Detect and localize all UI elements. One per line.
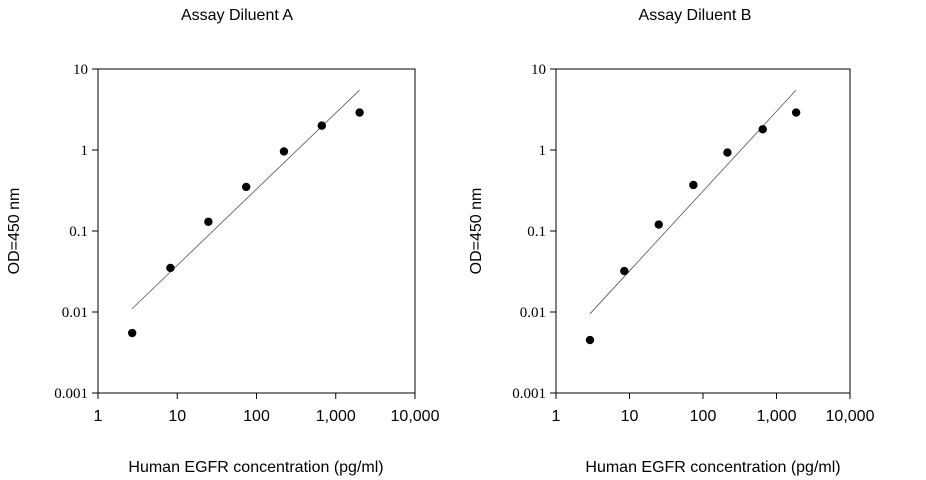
y-tick-label: 0.01	[62, 305, 88, 321]
y-tick-label: 0.001	[54, 386, 88, 402]
fit-line-group	[131, 89, 360, 309]
fit-line-group	[589, 89, 797, 315]
data-point	[654, 220, 663, 229]
y-axis-label: OD=450 nm	[468, 188, 485, 275]
data-points	[127, 108, 364, 338]
plot-area-frame	[555, 68, 851, 394]
chart-title: Assay Diluent B	[639, 7, 752, 24]
x-tick-label: 10,000	[391, 408, 440, 425]
x-tick-label: 1	[552, 408, 561, 425]
fit-line	[131, 89, 360, 309]
data-point	[127, 328, 137, 338]
data-point	[279, 147, 289, 156]
x-tick-label: 100	[243, 408, 270, 425]
data-point	[689, 180, 698, 190]
y-tick-label: 0.01	[520, 305, 546, 321]
data-point	[317, 121, 327, 130]
x-ticks: 1 10 100 1,000 10,000	[94, 393, 440, 425]
plot-area-frame	[97, 68, 416, 394]
y-tick-label: 0.001	[512, 386, 546, 402]
fit-line	[589, 89, 797, 315]
data-point	[355, 108, 364, 117]
x-axis-label: Human EGFR concentration (pg/ml)	[128, 459, 383, 476]
chart-panel-a: Assay Diluent A OD=450 nm Human EGFR con…	[6, 7, 440, 476]
y-tick-label: 1	[81, 143, 89, 159]
data-point	[166, 263, 175, 273]
chart-panel-b: Assay Diluent B OD=450 nm Human EGFR con…	[468, 7, 875, 476]
y-tick-label: 0.1	[69, 224, 88, 240]
y-tick-label: 10	[531, 62, 546, 78]
x-tick-label: 10	[621, 408, 639, 425]
data-point	[585, 335, 595, 345]
x-tick-label: 100	[690, 408, 717, 425]
x-ticks: 1 10 100 1,000 10,000	[552, 393, 875, 425]
x-tick-label: 10,000	[826, 408, 875, 425]
data-points	[585, 108, 801, 345]
y-ticks: 0.001 0.01 0.1 1 10	[54, 62, 98, 402]
y-tick-label: 10	[73, 62, 88, 78]
data-point	[620, 266, 629, 276]
x-tick-label: 1	[94, 408, 103, 425]
y-tick-label: 1	[539, 143, 547, 159]
x-tick-label: 1,000	[316, 408, 356, 425]
data-point	[723, 148, 732, 157]
x-tick-label: 10	[168, 408, 186, 425]
y-tick-label: 0.1	[527, 224, 546, 240]
x-tick-label: 1,000	[756, 408, 796, 425]
y-ticks: 0.001 0.01 0.1 1 10	[512, 62, 556, 402]
data-point	[241, 182, 251, 192]
x-axis-label: Human EGFR concentration (pg/ml)	[585, 459, 840, 476]
chart-title: Assay Diluent A	[181, 7, 293, 24]
data-point	[791, 108, 801, 117]
data-point	[204, 217, 213, 226]
data-point	[758, 125, 767, 134]
y-axis-label: OD=450 nm	[6, 188, 23, 275]
